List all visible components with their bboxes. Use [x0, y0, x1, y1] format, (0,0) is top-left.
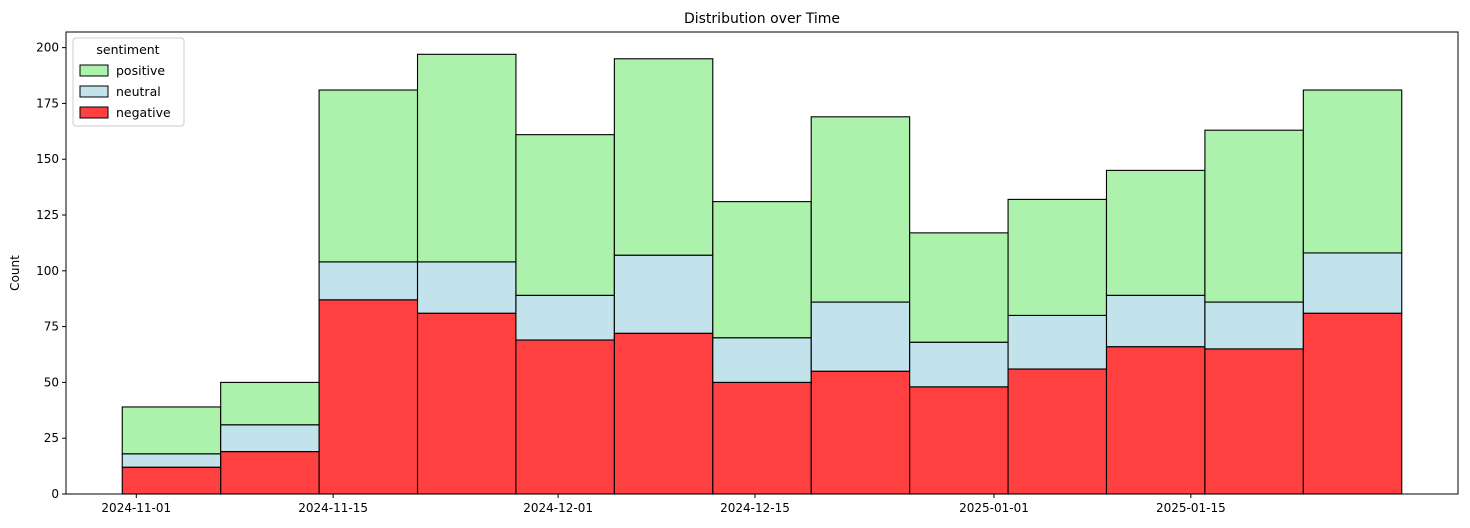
bar-neutral-10: [1105, 294, 1206, 348]
bar-positive-9: [1007, 198, 1108, 316]
x-tick-label-5: 2025-01-15: [1156, 501, 1226, 515]
bar-negative-0: [121, 466, 222, 495]
bar-positive-12: [1302, 89, 1403, 254]
x-tick-label-0: 2024-11-01: [101, 501, 171, 515]
bar-positive-3: [416, 53, 517, 263]
bar-neutral-1: [220, 424, 320, 453]
y-tick-label-0: 0: [51, 487, 59, 501]
bar-neutral-3: [416, 261, 517, 314]
chart-title: Distribution over Time: [684, 11, 840, 27]
x-axis: 2024-11-01 2024-11-15 2024-12-01 2024-12-15…: [101, 494, 1226, 515]
bar-neutral-11: [1204, 301, 1304, 350]
y-tick-label-7: 175: [36, 96, 59, 110]
bar-negative-10: [1105, 346, 1206, 495]
bar-negative-12: [1302, 312, 1403, 495]
bar-neutral-5: [613, 254, 714, 334]
legend: sentiment positive neutral negative: [72, 37, 185, 127]
legend-swatch-neutral: [79, 85, 109, 98]
y-tick-label-5: 125: [36, 208, 59, 222]
legend-label-neutral: neutral: [116, 84, 161, 99]
bar-negative-1: [220, 451, 320, 495]
bar-positive-4: [515, 134, 615, 296]
bar-neutral-7: [810, 301, 911, 372]
bar-neutral-6: [712, 337, 812, 383]
bar-negative-7: [810, 370, 911, 495]
bar-positive-0: [121, 406, 222, 455]
bar-neutral-2: [318, 261, 419, 301]
bar-negative-5: [613, 332, 714, 495]
y-axis: 0 25 50 75 100 125 150 175 200: [36, 41, 66, 501]
plot-frame: [65, 31, 1459, 495]
bar-positive-11: [1204, 129, 1304, 303]
y-tick-label-3: 75: [44, 320, 59, 334]
bar-positive-8: [909, 232, 1009, 343]
x-tick-label-3: 2024-12-15: [720, 501, 790, 515]
bar-positive-2: [318, 89, 419, 263]
bar-positive-10: [1105, 169, 1206, 296]
bar-negative-2: [318, 299, 419, 495]
bar-positive-1: [220, 381, 320, 426]
bar-negative-11: [1204, 348, 1304, 495]
y-tick-label-8: 200: [36, 41, 59, 55]
bar-neutral-9: [1007, 314, 1108, 370]
bar-neutral-8: [909, 341, 1009, 388]
y-tick-label-2: 50: [44, 375, 59, 389]
bar-negative-9: [1007, 368, 1108, 495]
bar-negative-8: [909, 386, 1009, 495]
bar-neutral-0: [121, 453, 222, 468]
x-tick-label-2: 2024-12-01: [523, 501, 593, 515]
legend-title: sentiment: [96, 42, 159, 57]
bar-positive-5: [613, 58, 714, 256]
bar-positive-6: [712, 201, 812, 339]
y-axis-label: Count: [8, 255, 22, 291]
bars: [121, 53, 1403, 495]
x-tick-label-1: 2024-11-15: [298, 501, 368, 515]
bar-neutral-12: [1302, 252, 1403, 314]
x-tick-label-4: 2025-01-01: [959, 501, 1029, 515]
bar-negative-3: [416, 312, 517, 495]
bar-neutral-4: [515, 294, 615, 341]
y-tick-label-6: 150: [36, 152, 59, 166]
legend-swatch-positive: [79, 64, 109, 77]
legend-label-positive: positive: [116, 63, 165, 78]
legend-label-negative: negative: [116, 105, 171, 120]
y-tick-label-1: 25: [44, 431, 59, 445]
legend-swatch-negative: [79, 106, 109, 119]
y-tick-label-4: 100: [36, 264, 59, 278]
bar-positive-7: [810, 116, 911, 303]
bar-negative-4: [515, 339, 615, 495]
bar-negative-6: [712, 381, 812, 495]
legend-box: [72, 37, 185, 127]
